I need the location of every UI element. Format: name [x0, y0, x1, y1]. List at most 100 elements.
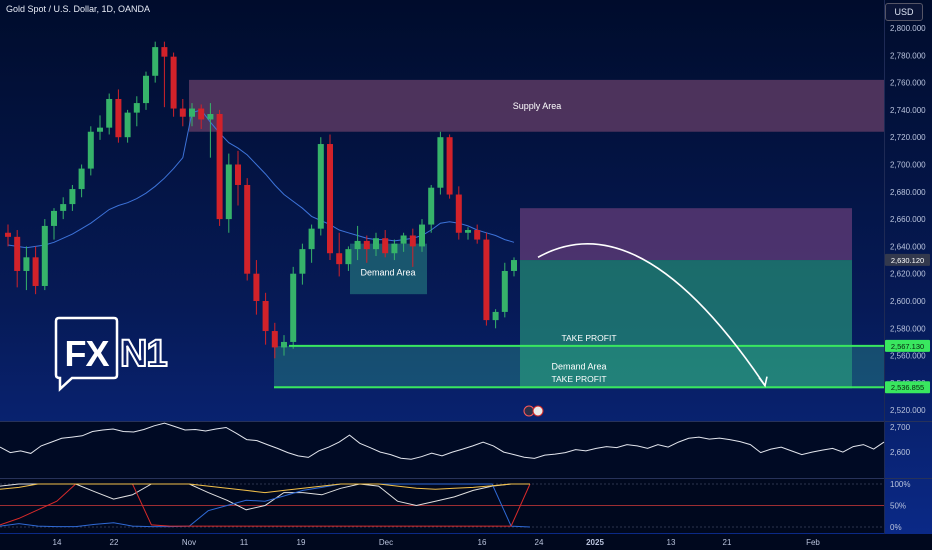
- tp2-price-tag: [885, 381, 930, 394]
- y-axis-tick-label: 2,800.000: [890, 24, 926, 33]
- logo-text-n1: N1: [120, 333, 167, 375]
- candle-body: [455, 194, 462, 233]
- candle-body: [437, 137, 444, 188]
- candle-body: [32, 257, 39, 286]
- take-profit-label: TAKE PROFIT: [561, 333, 616, 343]
- chart-title: Gold Spot / U.S. Dollar, 1D, OANDA: [6, 4, 151, 14]
- demand-zone-upper: [350, 243, 427, 295]
- tp1-price-tag-text: 2,567.130: [891, 342, 924, 351]
- candle-body: [87, 131, 94, 169]
- x-axis-bar: [0, 534, 932, 550]
- flag-icon: [532, 405, 544, 417]
- y-axis-tick-label: 2,700.000: [890, 161, 926, 170]
- supply-area-label: Supply Area: [513, 101, 562, 111]
- oscillator-2-line: [0, 483, 531, 528]
- y-axis-tick-label: 2,680.000: [890, 188, 926, 197]
- candle-body: [124, 112, 131, 138]
- y-axis-tick-label: 2,580.000: [890, 324, 926, 333]
- osc1-axis-label: 2,700: [890, 423, 911, 432]
- fxn1-logo: FX N1: [54, 316, 169, 392]
- oscillator-1-line: [0, 422, 885, 460]
- logo-bubble: [54, 316, 119, 392]
- x-axis-tick-label: 24: [535, 538, 544, 547]
- candle-body: [97, 127, 103, 132]
- candle-body: [23, 257, 30, 271]
- candle-body: [409, 235, 416, 247]
- x-axis-tick-label: 13: [667, 538, 676, 547]
- candle-body: [290, 273, 297, 342]
- oscillator-2-pane: [0, 479, 884, 533]
- osc2-axis-label: 100%: [890, 480, 910, 489]
- osc2-axis-label: 50%: [890, 502, 906, 511]
- candle-body: [170, 56, 177, 109]
- candle-body: [198, 108, 205, 120]
- projection-arrowhead: [758, 376, 768, 388]
- candle-body: [465, 230, 471, 233]
- candle-body: [235, 164, 241, 185]
- candle-body: [336, 253, 343, 265]
- candle-body: [483, 239, 490, 321]
- candle-body: [41, 225, 48, 286]
- y-axis-tick-label: 2,640.000: [890, 242, 926, 251]
- osc2-axis-label: 0%: [890, 523, 902, 532]
- current-price-tag: [885, 253, 930, 266]
- moving-average-line: [7, 109, 515, 249]
- x-axis-tick-label: Nov: [182, 538, 196, 547]
- x-axis-tick-label: 14: [53, 538, 62, 547]
- candle-body: [363, 240, 370, 250]
- candle-body: [501, 270, 508, 312]
- candle-body: [189, 108, 195, 117]
- logo-text-fx: FX: [64, 333, 109, 374]
- x-axis-tick-label: Feb: [806, 538, 820, 547]
- demand-area-label: Demand Area: [360, 267, 415, 277]
- candle-body: [419, 224, 425, 247]
- y-axis-tick-label: 2,660.000: [890, 215, 926, 224]
- y-axis-tick-label: 2,520.000: [890, 406, 926, 415]
- candle-body: [474, 230, 481, 240]
- candle-body: [446, 137, 453, 195]
- projection-arrow: [537, 243, 766, 387]
- osc1-axis-label: 2,600: [890, 448, 911, 457]
- candle-body: [152, 47, 159, 76]
- y-axis-tick-label: 2,760.000: [890, 79, 926, 88]
- candle-body: [207, 113, 214, 120]
- candle-body: [281, 341, 287, 348]
- oscillator-1-pane: [0, 422, 884, 478]
- candle-body: [327, 144, 333, 254]
- oscillator-2-line: [0, 483, 530, 511]
- x-axis-tick-label: 22: [110, 538, 119, 547]
- candle-body: [428, 187, 435, 225]
- candle-body: [244, 184, 251, 274]
- x-axis-tick-label: 19: [297, 538, 306, 547]
- y-axis-tick-label: 2,600.000: [890, 297, 926, 306]
- candle-body: [511, 260, 517, 271]
- demand-area-label: Demand Area: [551, 362, 606, 372]
- y-axis-tick-label: 2,780.000: [890, 51, 926, 60]
- x-axis-tick-label: Dec: [379, 538, 393, 547]
- current-price-tag-text: 2,630.120: [891, 256, 924, 265]
- x-axis-tick-label: 2025: [586, 538, 604, 547]
- candle-body: [373, 238, 379, 250]
- candle-body: [5, 232, 11, 237]
- candle-body: [382, 238, 389, 254]
- candle-body: [345, 249, 352, 265]
- target-box-upper: [520, 208, 852, 261]
- candle-body: [253, 273, 260, 301]
- take-profit-label: TAKE PROFIT: [551, 374, 606, 384]
- y-axis-tick-label: 2,620.000: [890, 270, 926, 279]
- x-axis-tick-label: 11: [240, 538, 249, 547]
- candle-body: [492, 311, 499, 321]
- candle-body: [179, 108, 186, 117]
- candle-body: [60, 204, 67, 211]
- candle-body: [161, 47, 168, 57]
- candle-body: [225, 164, 232, 220]
- candle-body: [216, 113, 223, 220]
- candle-body: [308, 228, 315, 250]
- candle-body: [391, 243, 398, 254]
- candle-body: [354, 240, 361, 250]
- tp2-price-tag-text: 2,536.855: [891, 383, 924, 392]
- x-axis-tick-label: 16: [478, 538, 487, 547]
- currency-badge[interactable]: USD: [885, 3, 923, 21]
